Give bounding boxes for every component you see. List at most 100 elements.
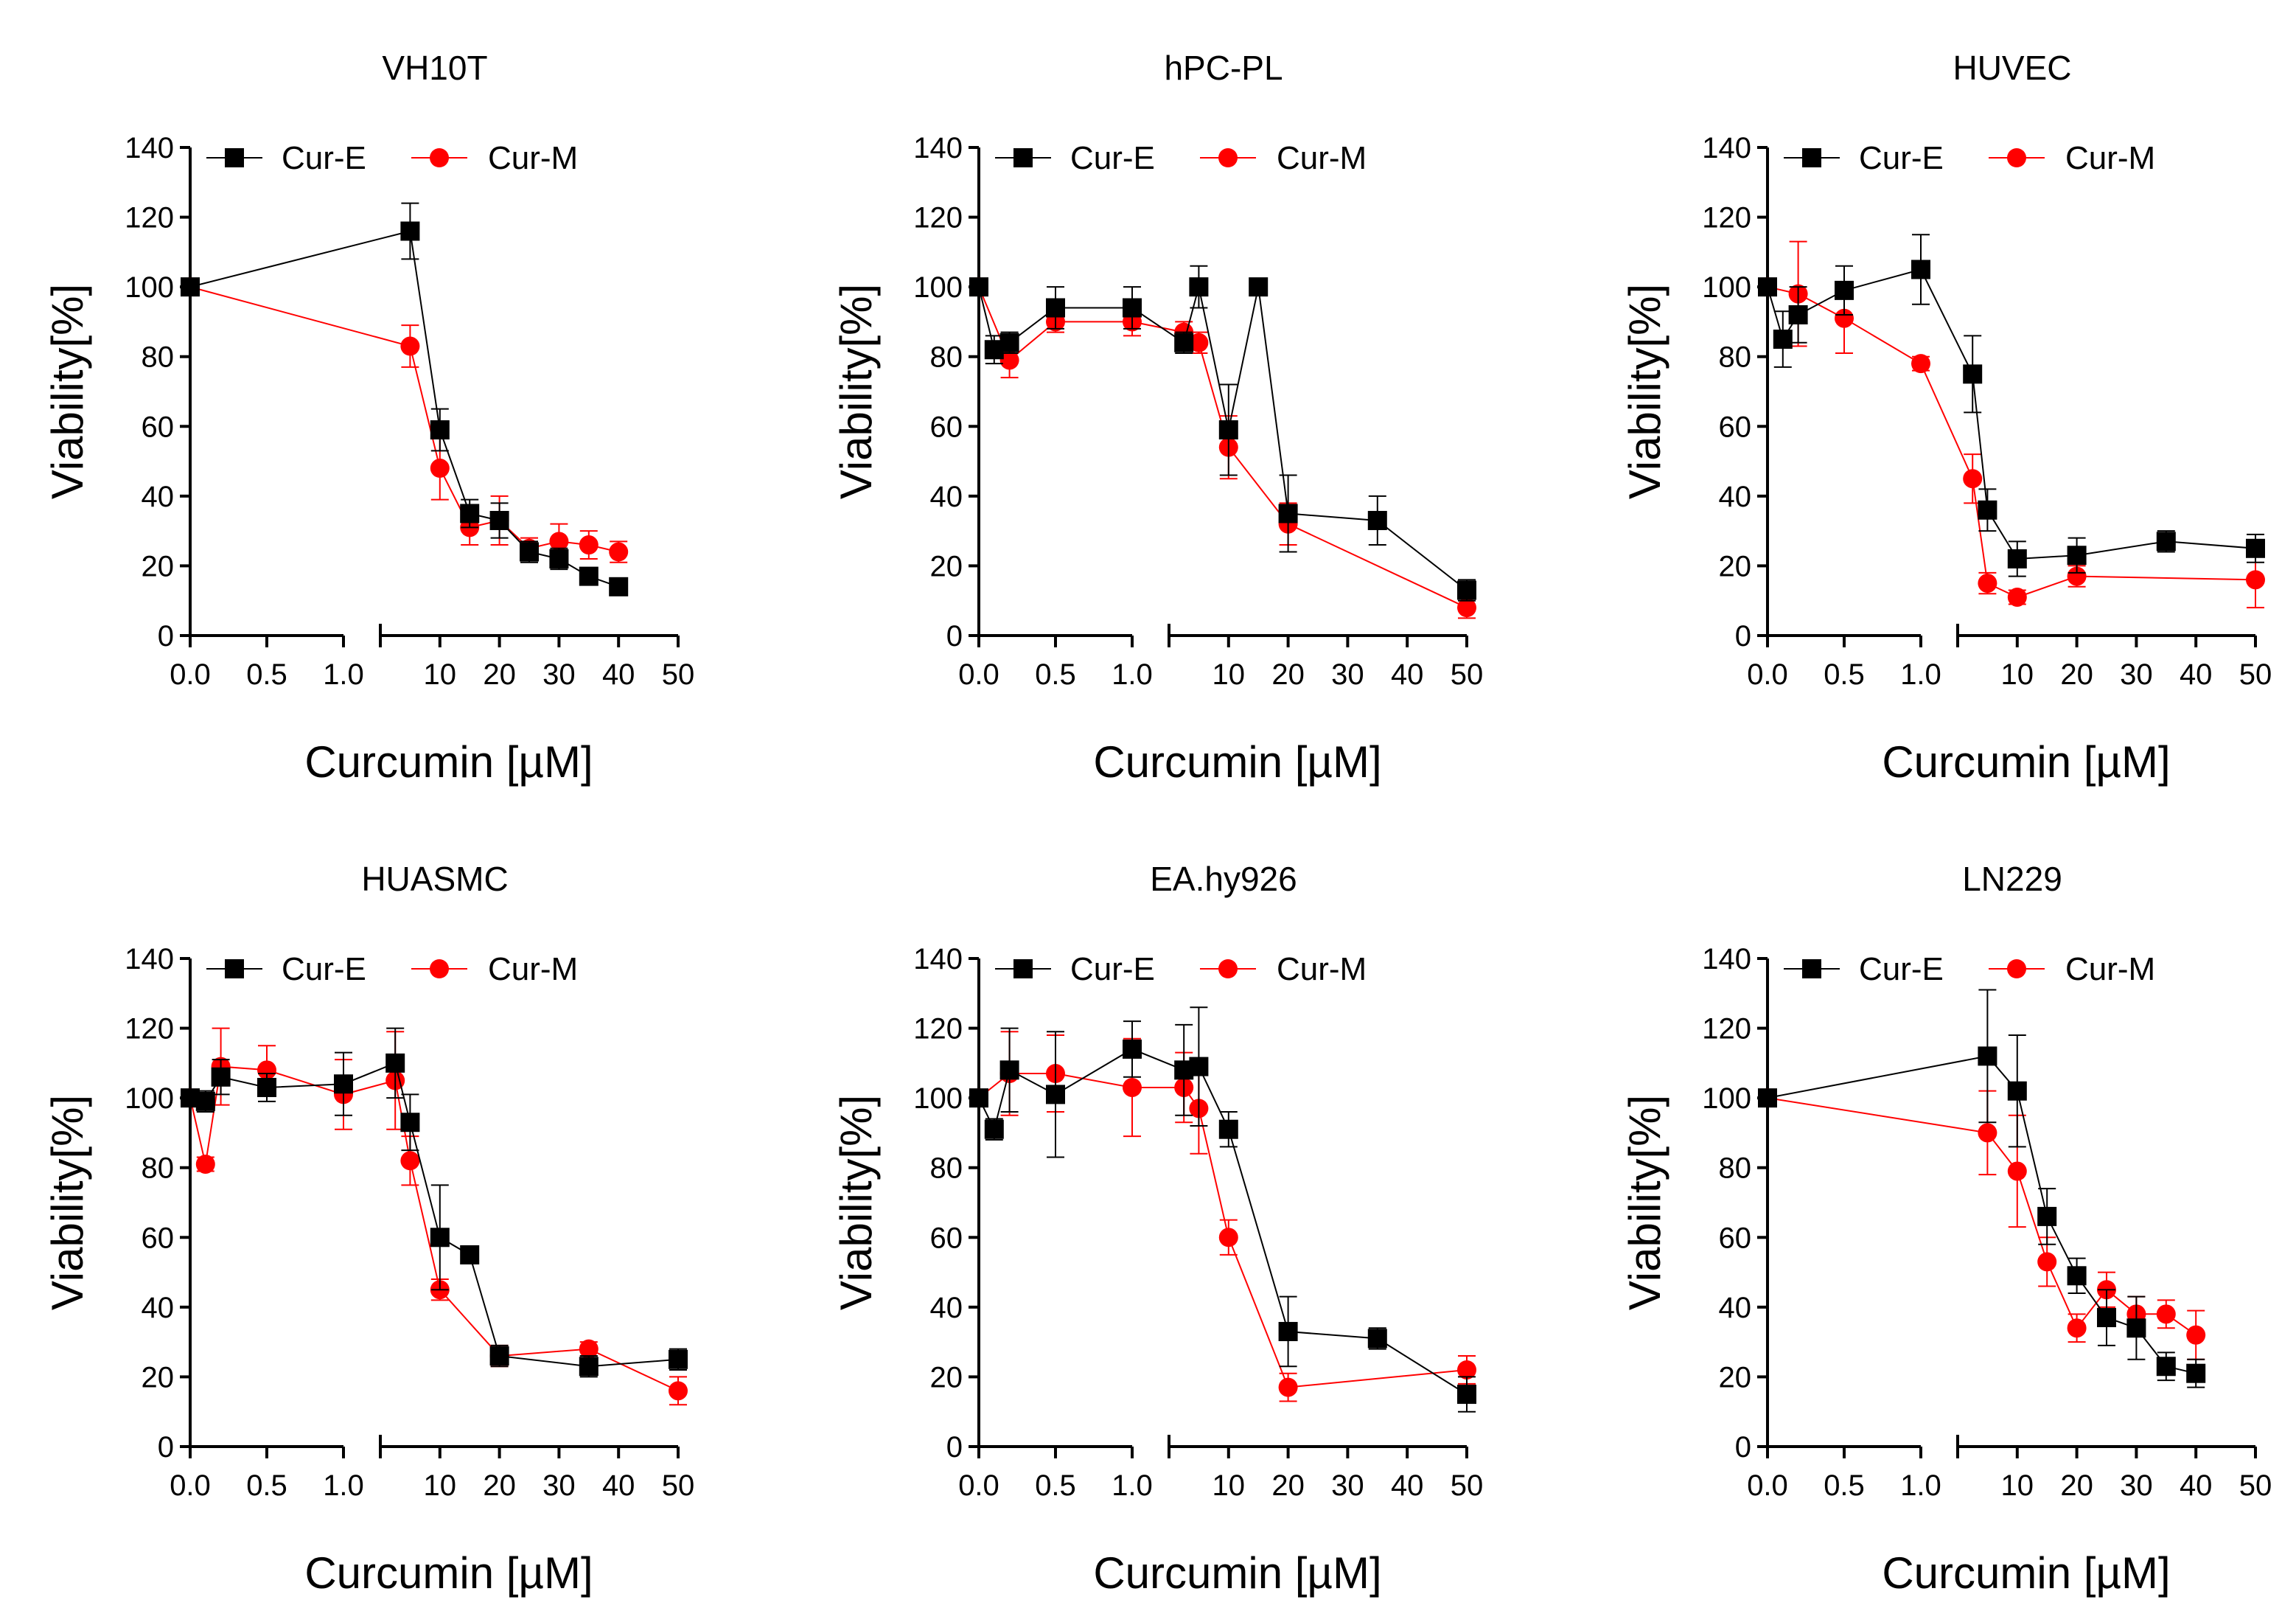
data-point-cur-e [1189,1057,1209,1076]
x-axis-label: Curcumin [µM] [304,737,593,787]
y-tick-label: 120 [913,202,963,234]
chart-panel: HUASMC 0 20 40 60 80 100 120 140 0.0 0.5 1.0 10 20 30 4… [43,860,694,1598]
data-point-cur-e [430,1228,450,1248]
x-tick-label: 0.0 [958,658,999,691]
y-tick-label: 40 [142,481,175,513]
y-axis-label: Viability[%] [43,1095,92,1310]
y-tick-label: 120 [125,202,174,234]
data-point-cur-m [1123,1077,1142,1097]
y-tick-label: 140 [125,132,174,164]
data-point-cur-e [430,420,450,440]
data-point-cur-e [2007,549,2027,568]
data-point-cur-e [1249,277,1269,297]
data-point-cur-e [1218,1119,1238,1139]
data-point-cur-m [195,1154,215,1174]
x-tick-label: 10 [424,658,457,691]
series-cur-e [969,265,1476,602]
y-tick-label: 80 [142,1152,175,1185]
data-point-cur-e [2067,546,2087,566]
chart-title: HUASMC [361,860,508,898]
y-tick-label: 0 [946,620,963,653]
x-axis-label: Curcumin [µM] [1882,1548,2170,1598]
y-tick-label: 140 [913,943,963,975]
x-tick-label: 0.0 [1747,1469,1788,1502]
data-point-cur-e [2186,1363,2206,1383]
data-point-cur-m [257,1060,276,1080]
x-tick-label: 20 [483,1469,516,1502]
data-point-cur-m [1911,354,1930,374]
data-point-cur-e [1963,364,1983,384]
series-cur-m [969,277,1476,619]
x-tick-label: 30 [1331,1469,1364,1502]
x-tick-label: 30 [542,658,576,691]
data-point-cur-e [1758,277,1777,297]
data-point-cur-e [609,577,629,596]
legend-label-cur-e: Cur-E [1859,951,1944,987]
chart-panel: LN229 0 20 40 60 80 100 120 140 0.0 0.5 1.0 10 20 30 40… [1620,860,2272,1598]
x-tick-label: 40 [602,658,635,691]
legend-marker-cur-m [2007,959,2026,978]
x-tick-label: 0.0 [170,658,211,691]
y-tick-label: 20 [930,1361,963,1393]
x-tick-label: 50 [1451,1469,1484,1502]
data-point-cur-m [430,459,450,479]
data-point-cur-e [549,549,569,568]
data-point-cur-e [1278,504,1298,523]
legend-label-cur-m: Cur-M [488,951,578,987]
x-tick-label: 1.0 [323,658,364,691]
x-tick-label: 20 [2060,1469,2093,1502]
data-point-cur-e [1978,1046,1997,1066]
x-tick-label: 1.0 [1900,658,1941,691]
y-tick-label: 120 [1702,202,1751,234]
data-point-cur-e [257,1077,276,1097]
data-point-cur-e [460,1245,480,1264]
data-point-cur-e [1174,333,1194,352]
data-point-cur-m [400,336,420,356]
legend-label-cur-e: Cur-E [1859,140,1944,176]
x-tick-label: 0.0 [1747,658,1788,691]
y-tick-label: 20 [142,550,175,582]
data-point-cur-e [969,1088,988,1108]
x-tick-label: 0.5 [1035,658,1076,691]
chart-title: EA.hy926 [1150,860,1297,898]
y-tick-label: 80 [930,341,963,374]
y-tick-label: 100 [913,1082,963,1115]
legend: Cur-E Cur-M [206,140,578,176]
y-tick-label: 20 [1719,1361,1752,1393]
x-tick-label: 10 [1212,658,1246,691]
y-tick-label: 40 [142,1292,175,1324]
data-point-cur-e [385,1053,405,1073]
data-point-cur-m [1457,1360,1476,1379]
data-point-cur-m [1218,1228,1238,1248]
x-tick-label: 10 [2001,658,2034,691]
legend-marker-cur-m [1218,959,1238,978]
data-point-cur-e [984,1119,1004,1139]
y-tick-label: 140 [125,943,174,975]
y-tick-label: 60 [142,411,175,443]
data-point-cur-m [669,1381,688,1401]
legend-label-cur-m: Cur-M [2065,951,2155,987]
y-axis-label: Viability[%] [1620,1095,1669,1310]
data-point-cur-m [609,542,629,562]
data-point-cur-m [2037,1252,2057,1272]
x-axis-label: Curcumin [µM] [304,1548,593,1598]
series-cur-e [1758,989,2206,1388]
x-tick-label: 50 [1451,658,1484,691]
data-point-cur-e [211,1067,231,1087]
data-point-cur-e [181,277,200,297]
x-tick-label: 1.0 [1112,1469,1153,1502]
y-tick-label: 20 [930,550,963,582]
y-tick-label: 120 [913,1013,963,1045]
y-tick-label: 140 [913,132,963,164]
x-tick-label: 10 [424,1469,457,1502]
legend-marker-cur-m [430,148,449,167]
x-tick-label: 40 [1391,1469,1424,1502]
data-point-cur-m [579,535,599,555]
y-tick-label: 40 [930,481,963,513]
y-tick-label: 40 [1719,481,1752,513]
data-point-cur-e [1978,500,1997,520]
series-cur-m [181,277,629,563]
legend-label-cur-m: Cur-M [1277,951,1367,987]
data-point-cur-m [2186,1325,2206,1345]
